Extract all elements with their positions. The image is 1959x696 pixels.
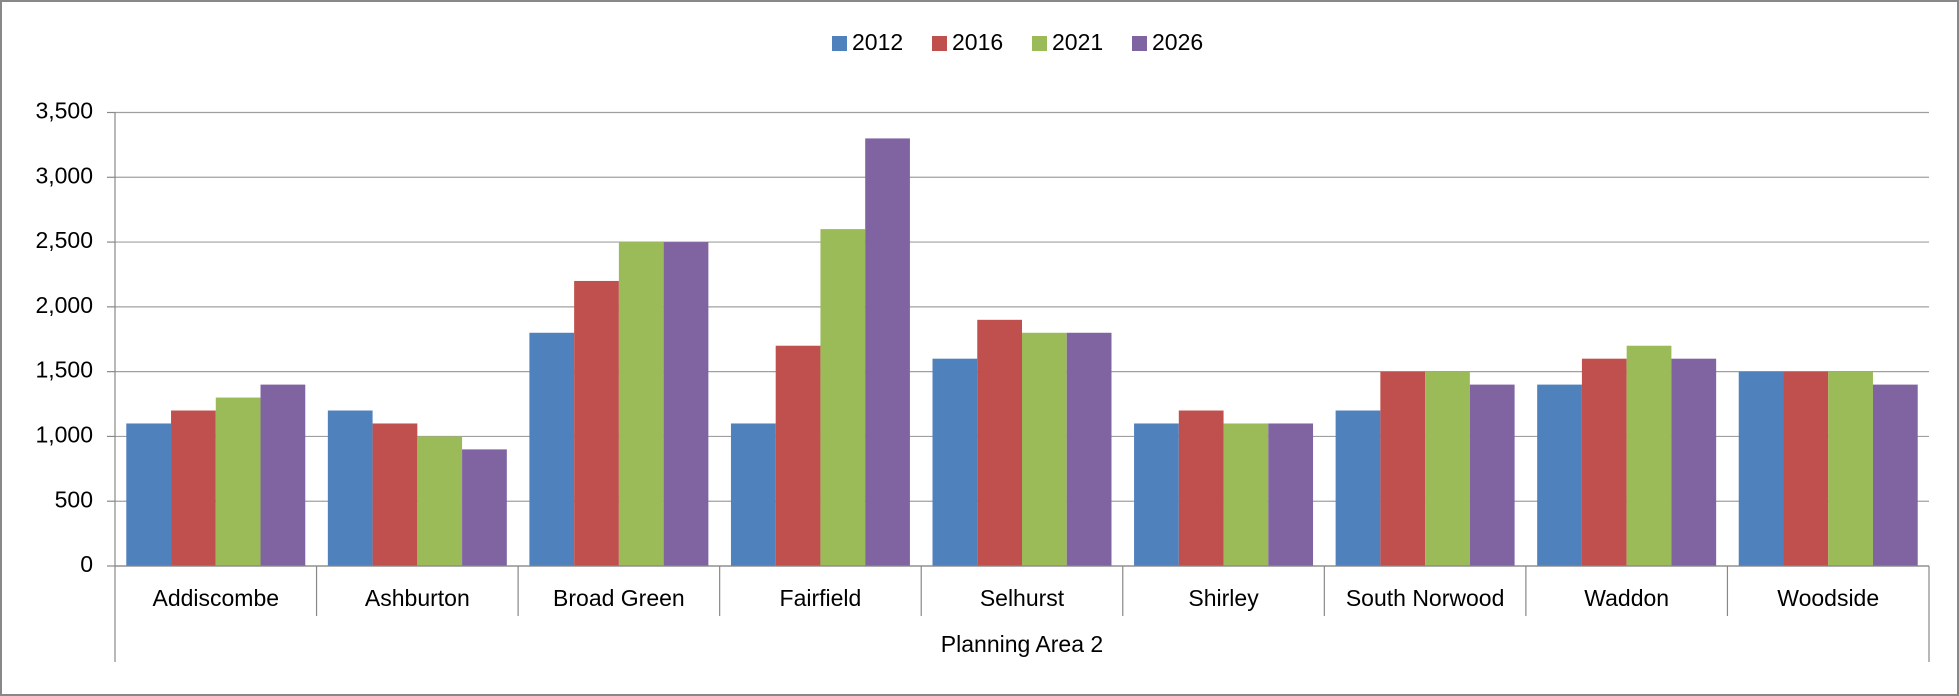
x-tick-label: Ashburton	[365, 585, 470, 611]
bar	[1178, 410, 1224, 566]
bar	[775, 345, 821, 566]
bar	[1783, 371, 1829, 566]
x-tick-label: Broad Green	[553, 585, 685, 611]
y-tick-label: 0	[80, 551, 93, 577]
y-tick-label: 1,500	[35, 357, 93, 383]
bar	[260, 384, 306, 566]
bar	[1738, 371, 1784, 566]
legend-swatch	[1032, 36, 1047, 51]
bar	[618, 242, 664, 567]
x-group-label: Planning Area 2	[941, 631, 1103, 657]
bar	[1268, 423, 1314, 566]
bar	[1134, 423, 1179, 566]
legend-label: 2021	[1052, 29, 1103, 55]
bar	[327, 410, 373, 566]
legend-label: 2026	[1152, 29, 1203, 55]
legend-swatch	[932, 36, 947, 51]
bar	[215, 397, 261, 566]
x-tick-label: South Norwood	[1346, 585, 1505, 611]
y-tick-label: 2,500	[35, 227, 93, 253]
bar	[1828, 371, 1873, 566]
x-tick-label: Shirley	[1188, 585, 1259, 611]
bar	[1581, 358, 1627, 566]
bar	[820, 229, 866, 566]
bar	[1626, 345, 1672, 566]
bar	[529, 332, 575, 566]
bar	[1066, 332, 1112, 566]
x-tick-label: Addiscombe	[152, 585, 279, 611]
x-tick-label: Woodside	[1777, 585, 1879, 611]
bar	[126, 423, 172, 566]
legend-label: 2016	[952, 29, 1003, 55]
x-tick-label: Fairfield	[780, 585, 862, 611]
bar	[730, 423, 776, 566]
bar	[1425, 371, 1470, 566]
bar	[171, 410, 216, 566]
bar	[1469, 384, 1515, 566]
bar	[932, 358, 978, 566]
bar	[462, 449, 507, 566]
bar	[417, 436, 463, 566]
y-tick-label: 2,000	[35, 292, 93, 318]
bar	[1872, 384, 1918, 566]
y-tick-label: 500	[55, 486, 93, 512]
bar	[977, 319, 1022, 566]
bar	[1223, 423, 1269, 566]
bar	[663, 242, 709, 567]
bar	[865, 138, 910, 566]
bar	[574, 280, 619, 566]
legend-label: 2012	[852, 29, 903, 55]
x-tick-label: Selhurst	[980, 585, 1065, 611]
y-tick-label: 3,000	[35, 162, 93, 188]
bar	[1380, 371, 1426, 566]
legend-swatch	[832, 36, 847, 51]
bar	[372, 423, 418, 566]
y-tick-label: 3,500	[35, 98, 93, 124]
bar	[1335, 410, 1381, 566]
x-tick-label: Waddon	[1584, 585, 1669, 611]
legend-swatch	[1132, 36, 1147, 51]
bar	[1671, 358, 1717, 566]
bar	[1022, 332, 1067, 566]
y-tick-label: 1,000	[35, 422, 93, 448]
bar	[1537, 384, 1582, 566]
